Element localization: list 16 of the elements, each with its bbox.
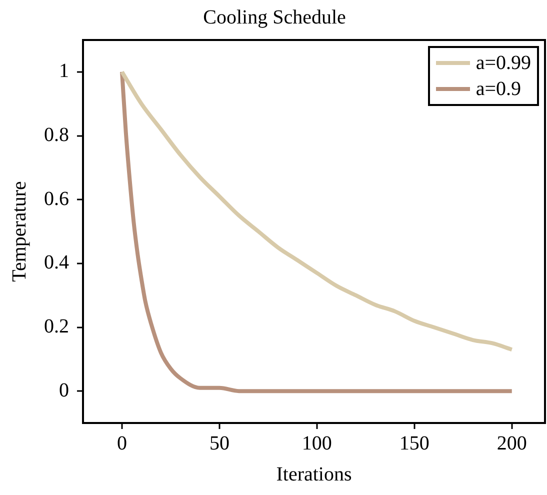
- y-axis-title: Temperature: [8, 181, 30, 282]
- x-axis-title: Iterations: [276, 463, 352, 486]
- x-tick-label: 100: [302, 432, 332, 454]
- legend-label: a=0.99: [476, 52, 531, 74]
- y-tick-label: 1: [59, 60, 69, 82]
- x-tick-label: 150: [399, 432, 430, 454]
- x-tick-label: 0: [116, 432, 127, 454]
- y-tick-label: 0.4: [44, 252, 69, 274]
- y-tick-label: 0.6: [44, 188, 69, 210]
- x-tick-label: 200: [496, 432, 527, 454]
- legend-label: a=0.9: [476, 78, 521, 100]
- x-tick-label: 50: [209, 432, 230, 454]
- y-tick-label: 0.8: [44, 124, 69, 146]
- chart-title: Cooling Schedule: [203, 6, 346, 28]
- y-tick-label: 0.2: [44, 316, 69, 338]
- y-tick-label: 0: [59, 379, 69, 402]
